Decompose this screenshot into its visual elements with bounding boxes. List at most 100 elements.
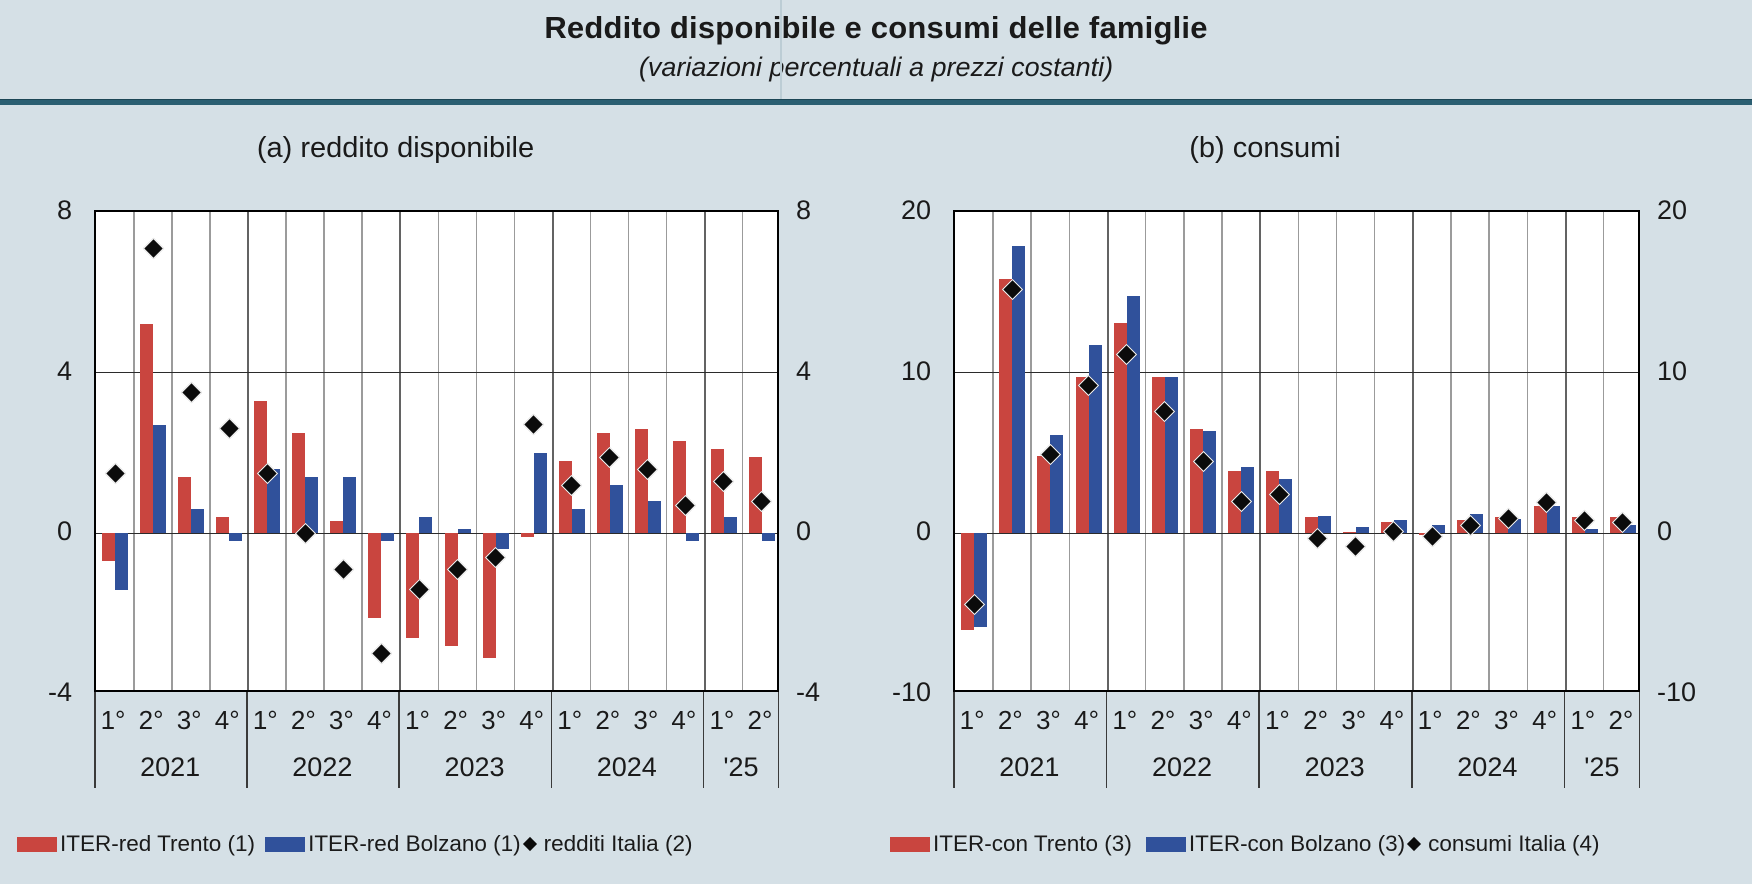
x-axis-quarter-label: 1° xyxy=(1570,705,1596,735)
x-axis-quarter-label: 2° xyxy=(595,705,621,735)
bar-bolzano xyxy=(533,453,547,534)
quarter-gridline xyxy=(665,212,668,690)
italia-diamond-marker xyxy=(1345,535,1367,557)
bar-bolzano xyxy=(229,533,243,542)
bar-trento xyxy=(254,400,268,534)
bar-trento xyxy=(520,533,534,538)
bar-bolzano xyxy=(1317,515,1331,534)
italia-diamond-marker xyxy=(142,237,164,259)
bar-bolzano xyxy=(1164,377,1178,534)
y-axis-label-left: -10 xyxy=(891,677,931,707)
bar-trento xyxy=(558,461,572,534)
x-axis-year-separator xyxy=(1411,692,1413,788)
year-gridline xyxy=(1564,212,1567,690)
bar-trento xyxy=(1533,506,1547,534)
bar-bolzano xyxy=(609,485,623,534)
trento-red-swatch-icon xyxy=(17,836,57,852)
header-divider-line xyxy=(780,0,782,99)
y-axis-label-right: -10 xyxy=(1657,677,1697,707)
x-axis-quarter-label: 4° xyxy=(519,705,545,735)
x-axis-year-label: 2022 xyxy=(292,752,353,782)
x-axis-year-separator xyxy=(1258,692,1260,788)
italia-diamond-marker xyxy=(370,643,393,665)
x-axis-year-label: 2023 xyxy=(444,752,505,782)
x-axis-quarter-label: 3° xyxy=(1493,705,1519,735)
x-axis-quarter-label: 1° xyxy=(709,705,735,735)
bar-bolzano xyxy=(115,533,129,590)
bar-trento xyxy=(1190,428,1204,534)
italia-diamond-marker xyxy=(104,462,126,484)
legend-label-italia: redditi Italia (2) xyxy=(543,831,693,856)
x-axis-quarter-label: 2° xyxy=(443,705,468,735)
x-axis-quarter-label: 3° xyxy=(1035,705,1061,735)
bar-trento xyxy=(368,533,382,618)
y-axis-label-right: 8 xyxy=(796,195,812,225)
bar-bolzano xyxy=(343,477,357,534)
x-axis-year-label: 2024 xyxy=(1457,752,1518,782)
italia-diamond-marker xyxy=(218,418,240,440)
x-axis-year-separator xyxy=(777,692,779,788)
bar-bolzano xyxy=(761,533,775,542)
x-axis-quarter-label: 3° xyxy=(633,705,659,735)
y-axis-label-left: 4 xyxy=(56,355,72,386)
x-axis-quarter-label: 3° xyxy=(176,705,202,735)
bar-bolzano xyxy=(305,477,319,534)
x-axis-quarter-label: 2° xyxy=(290,705,316,735)
bar-trento xyxy=(330,521,344,534)
panel-title-reddito: (a) reddito disponibile xyxy=(256,132,535,164)
x-axis-quarter-label: 4° xyxy=(214,705,240,735)
bar-trento xyxy=(1037,456,1051,534)
x-axis-year-separator xyxy=(246,692,248,788)
plot-area xyxy=(94,210,779,692)
quarter-gridline xyxy=(513,212,516,690)
gridline-0 xyxy=(955,532,1638,535)
x-axis-quarter-label: 1° xyxy=(252,705,278,735)
quarter-gridline xyxy=(475,212,478,690)
bar-trento xyxy=(292,432,306,534)
gridline-10 xyxy=(955,371,1638,374)
panel-title-consumi: (b) consumi xyxy=(1189,132,1341,164)
x-axis-quarter-label: 3° xyxy=(328,705,354,735)
bar-bolzano xyxy=(1584,528,1598,534)
quarter-gridline xyxy=(1488,212,1490,690)
bar-bolzano xyxy=(723,517,737,534)
x-axis-year-separator xyxy=(398,692,400,788)
bar-trento xyxy=(999,279,1013,534)
legend-label-trento: ITER-red Trento (1) xyxy=(60,831,256,856)
bar-bolzano xyxy=(571,509,585,534)
italia-diamond-marker xyxy=(180,382,202,404)
italia-diamond-icon xyxy=(522,836,537,852)
bolzano-blue-swatch-icon xyxy=(1145,836,1186,852)
bar-trento xyxy=(1342,531,1356,534)
italia-diamond-icon xyxy=(1407,836,1422,852)
x-axis-quarter-label: 1° xyxy=(100,705,126,735)
quarter-gridline xyxy=(1450,212,1452,690)
quarter-gridline xyxy=(1526,212,1528,690)
bar-trento xyxy=(672,440,686,534)
bar-trento xyxy=(1113,322,1127,534)
year-gridline xyxy=(247,212,250,690)
x-axis-quarter-label: 4° xyxy=(671,705,697,735)
x-axis-year-label: 2021 xyxy=(140,752,201,782)
bolzano-blue-swatch-icon xyxy=(265,836,306,852)
x-axis-year-separator xyxy=(953,692,955,788)
x-axis-quarter-label: 3° xyxy=(1188,705,1214,735)
quarter-gridline xyxy=(1602,212,1605,690)
bar-bolzano xyxy=(685,533,699,542)
x-axis-year-label: 2023 xyxy=(1304,752,1365,782)
page-subtitle: (variazioni percentuali a prezzi costant… xyxy=(638,52,1114,82)
y-axis-label-left: 0 xyxy=(915,516,931,547)
quarter-gridline xyxy=(589,212,592,690)
bar-trento xyxy=(178,477,192,534)
plot-area xyxy=(953,210,1640,692)
x-axis-year-label: 2021 xyxy=(999,752,1060,782)
x-axis-quarter-label: 4° xyxy=(1074,705,1099,735)
bar-trento xyxy=(634,428,648,534)
year-gridline xyxy=(703,212,706,690)
bar-bolzano xyxy=(1546,506,1560,534)
year-gridline xyxy=(399,212,402,690)
legend-consumi: ITER-con Trento (3) ITER-con Bolzano (3)… xyxy=(890,830,1599,858)
x-axis-quarter-label: 4° xyxy=(1226,705,1252,735)
bar-bolzano xyxy=(495,533,509,550)
x-axis-quarter-label: 1° xyxy=(1112,705,1138,735)
